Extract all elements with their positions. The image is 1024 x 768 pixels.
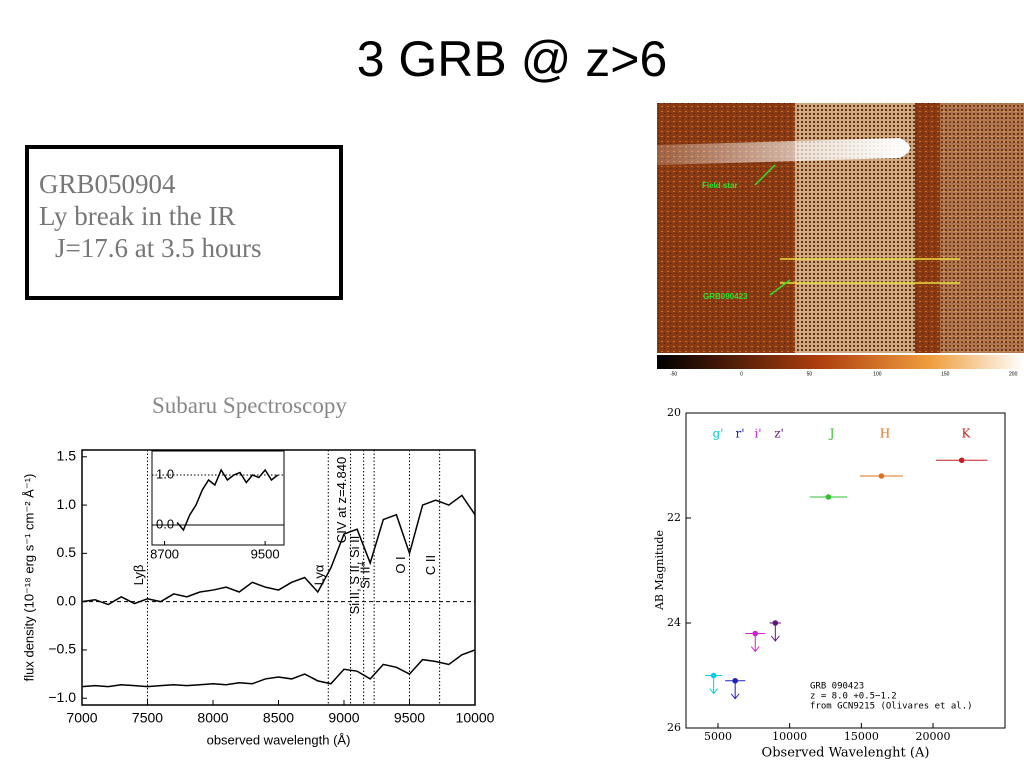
spectrum-frame (81, 449, 476, 706)
annotation: from GCN9215 (Olivares et al.) (810, 702, 973, 712)
legend-label: r' (735, 427, 744, 441)
y-tick-label: 1.0 (57, 496, 77, 512)
x-tick-label: 7500 (132, 710, 163, 726)
ccd-image: Field star GRB090423 (657, 103, 1024, 369)
y-tick-label: 0.5 (57, 544, 77, 560)
x-tick-label: 8500 (263, 710, 294, 726)
annotation-label: CIV at z=4.840 (334, 457, 349, 543)
x-tick-label: 9000 (328, 710, 359, 726)
x-tick-label: 8000 (197, 710, 228, 726)
annotation-label: O I (393, 556, 408, 573)
inset-line (176, 468, 279, 532)
inset-y-tick-label: 0.0 (156, 516, 174, 531)
spectrum-line (81, 494, 476, 606)
legend-label: g' (713, 427, 724, 441)
colorbar-tick-label: 100 (873, 371, 882, 377)
text-line: Ly break in the IR (39, 201, 236, 231)
colorbar-tick-label: 0 (740, 371, 743, 377)
point (772, 620, 779, 626)
y-tick-label: −1.0 (48, 689, 76, 705)
upper-limit-arrow (750, 633, 760, 653)
caption: Subaru Spectroscopy (152, 393, 347, 418)
text-line: J=17.6 at 3.5 hours (55, 233, 262, 263)
spectrum-line (81, 649, 476, 688)
legend-label: i' (754, 427, 761, 441)
sed-frame (685, 412, 1006, 729)
x-tick-label: 10000 (772, 730, 807, 743)
colorbar-tick-label: 200 (1009, 371, 1018, 377)
y-axis-label: flux density (10⁻¹⁸ erg s⁻¹ cm⁻² Å⁻¹) (21, 474, 36, 682)
x-tick-label: 10000 (456, 710, 495, 726)
y-axis-label: AB Magnitude (653, 530, 666, 611)
x-tick-label: 9500 (394, 710, 425, 726)
y-tick-label: 22 (667, 511, 681, 524)
annotation-label: C II (423, 555, 438, 575)
x-tick-label: 5000 (704, 730, 732, 743)
point (958, 457, 965, 464)
x-tick-label: 15000 (844, 730, 879, 743)
inset-x-tick-label: 8700 (150, 546, 179, 561)
annotation: GRB 090423 (810, 682, 864, 692)
legend-label: K (962, 427, 972, 441)
point (710, 672, 717, 679)
annotation-label: Si II, S II, Si II (347, 536, 362, 615)
y-tick-label: 24 (667, 616, 681, 629)
point (752, 630, 759, 637)
legend-label: z' (774, 427, 784, 441)
point (878, 473, 885, 479)
point (732, 677, 738, 684)
x-axis-label: observed wavelength (Å) (207, 732, 351, 747)
upper-limit-arrow (730, 680, 740, 700)
colorbar-tick-label: 50 (807, 371, 813, 377)
slide-title: 3 GRB @ z>6 (356, 31, 668, 87)
annotation-label: Lyβ (131, 565, 146, 586)
text-box: GRB050904 Ly break in the IR J=17.6 at 3… (25, 145, 343, 300)
y-tick-label: 20 (667, 406, 681, 419)
image-label: GRB090423 (703, 292, 748, 301)
colorbar-tick-label: -50 (670, 371, 677, 377)
x-axis-label: Observed Wavelenght (A) (762, 746, 930, 761)
y-tick-label: 0.0 (57, 592, 77, 608)
y-tick-label: 1.5 (57, 447, 77, 463)
image-label: Field star (702, 181, 738, 190)
annotation-label: Lyα (312, 564, 327, 585)
y-tick-label: 26 (667, 721, 681, 734)
legend-label: H (880, 427, 890, 441)
x-tick-label: 20000 (916, 730, 951, 743)
colorbar-tick-label: 150 (941, 371, 950, 377)
annotation-label: Si II* (358, 561, 373, 588)
y-tick-label: −0.5 (48, 641, 76, 657)
point (825, 494, 832, 500)
inset-x-tick-label: 9500 (251, 546, 280, 561)
inset-y-tick-label: 1.0 (156, 466, 174, 481)
upper-limit-arrow (709, 675, 719, 695)
text-line: GRB050904 (39, 169, 176, 199)
legend-label: J (828, 427, 835, 441)
x-tick-label: 7000 (66, 710, 97, 726)
annotation: z = 8.0 +0.5−1.2 (810, 692, 897, 702)
upper-limit-arrow (770, 623, 780, 642)
